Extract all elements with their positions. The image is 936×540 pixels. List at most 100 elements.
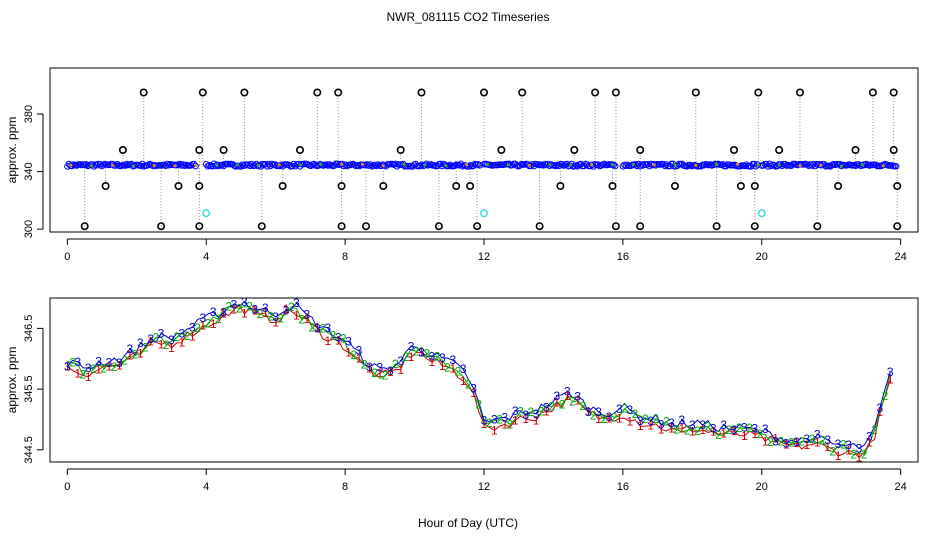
top-baseline-point bbox=[343, 162, 351, 170]
top-baseline-point bbox=[246, 162, 254, 170]
bottom-y-tick-label: 345.5 bbox=[23, 375, 35, 403]
bottom-series-3-label: 3 bbox=[543, 401, 550, 415]
bottom-series-3-label: 3 bbox=[668, 416, 675, 430]
bottom-series-3-line bbox=[67, 301, 891, 450]
bottom-series-2-label: 2 bbox=[236, 301, 243, 315]
bottom-series-2-label: 2 bbox=[309, 321, 316, 335]
top-baseline-point bbox=[767, 162, 775, 170]
top-flag-point bbox=[485, 163, 490, 167]
top-baseline-point bbox=[456, 161, 463, 169]
bottom-series-2-label: 2 bbox=[496, 412, 503, 426]
bottom-series-3-label: 3 bbox=[366, 360, 373, 374]
bottom-series-2-label: 2 bbox=[850, 448, 857, 462]
top-baseline-point bbox=[555, 162, 563, 170]
top-flag-point bbox=[610, 163, 615, 167]
bottom-series-lines bbox=[67, 301, 891, 459]
bottom-series-3-label: 3 bbox=[199, 311, 206, 325]
top-flag-point bbox=[735, 162, 740, 166]
top-baseline-point bbox=[164, 160, 171, 168]
top-baseline-point bbox=[806, 161, 814, 168]
bottom-series-2-label: 2 bbox=[548, 400, 555, 414]
top-spike-high-point bbox=[795, 88, 804, 97]
bottom-series-1-label: 1 bbox=[658, 422, 665, 436]
bottom-series-2-label: 2 bbox=[121, 353, 128, 367]
bottom-series-1-label: 1 bbox=[856, 450, 863, 464]
bottom-series-2-label: 2 bbox=[434, 349, 441, 363]
top-baseline-point bbox=[619, 163, 627, 170]
bottom-series-1-label: 1 bbox=[793, 436, 800, 450]
bottom-series-2-label: 2 bbox=[465, 377, 472, 391]
bottom-series-2-label: 2 bbox=[767, 435, 774, 449]
top-flag-point bbox=[527, 163, 531, 167]
top-spike-high-point bbox=[868, 88, 877, 97]
top-baseline-point bbox=[93, 161, 101, 169]
bottom-series-1-label: 1 bbox=[647, 419, 654, 433]
top-baseline-point bbox=[683, 163, 691, 170]
top-flag-point bbox=[652, 163, 656, 167]
top-baseline-point bbox=[781, 161, 789, 168]
bottom-series-2-label: 2 bbox=[725, 423, 732, 437]
bottom-series-2-label: 2 bbox=[475, 398, 482, 412]
top-baseline-point bbox=[121, 162, 129, 169]
top-floor-point bbox=[813, 222, 822, 231]
top-baseline-point bbox=[771, 162, 778, 169]
bottom-series-1-label: 1 bbox=[314, 320, 321, 334]
bottom-series-3-label: 3 bbox=[856, 442, 863, 456]
bottom-series-1-label: 1 bbox=[137, 347, 144, 361]
bottom-series-3-label: 3 bbox=[429, 349, 436, 363]
top-baseline-point bbox=[323, 161, 330, 168]
top-flag-point bbox=[819, 163, 823, 167]
bottom-series-1-label: 1 bbox=[199, 319, 206, 333]
bottom-y-axis-label: approx. ppm bbox=[5, 347, 19, 414]
top-baseline-point bbox=[374, 161, 382, 168]
bottom-series-1-label: 1 bbox=[668, 421, 675, 435]
top-spike-low-point bbox=[556, 182, 565, 191]
top-baseline-point bbox=[566, 162, 574, 169]
bottom-series-3-label: 3 bbox=[314, 321, 321, 335]
bottom-series-3-label: 3 bbox=[574, 390, 581, 404]
bottom-series-3-label: 3 bbox=[720, 418, 727, 432]
bottom-series-1-label: 1 bbox=[251, 303, 258, 317]
bottom-series-2-label: 2 bbox=[413, 344, 420, 358]
top-baseline-point bbox=[741, 162, 749, 170]
top-floor-point bbox=[712, 222, 721, 231]
top-spike-low-point bbox=[736, 182, 745, 191]
bottom-series-2-label: 2 bbox=[673, 423, 680, 437]
bottom-series-1-label: 1 bbox=[845, 443, 852, 457]
bottom-series-1-label: 1 bbox=[345, 345, 352, 359]
top-baseline-point bbox=[476, 162, 484, 169]
bottom-series-3-label: 3 bbox=[231, 297, 238, 311]
top-spike-low-point bbox=[608, 182, 617, 191]
bottom-series-3-label: 3 bbox=[179, 327, 186, 341]
bottom-series-3-label: 3 bbox=[522, 408, 529, 422]
top-baseline-point bbox=[803, 161, 811, 168]
bottom-series-1-label: 1 bbox=[731, 424, 738, 438]
bottom-series-3-label: 3 bbox=[64, 359, 71, 373]
bottom-series-3-label: 3 bbox=[876, 401, 883, 415]
bottom-series-3-label: 3 bbox=[554, 389, 561, 403]
bottom-series-2-label: 2 bbox=[590, 409, 597, 423]
bottom-plot-frame bbox=[49, 297, 919, 463]
top-floor-point bbox=[195, 222, 204, 231]
bottom-series-3-label: 3 bbox=[793, 435, 800, 449]
top-baseline-point bbox=[267, 162, 274, 170]
bottom-series-3-label: 3 bbox=[762, 422, 769, 436]
bottom-series-1-label: 1 bbox=[533, 414, 540, 428]
bottom-series-2-label: 2 bbox=[205, 317, 212, 331]
bottom-series-3-label: 3 bbox=[158, 327, 165, 341]
bottom-series-2-label: 2 bbox=[486, 416, 493, 430]
bottom-series-1-label: 1 bbox=[751, 427, 758, 441]
top-baseline-point bbox=[686, 161, 694, 169]
bottom-series-3-label: 3 bbox=[772, 434, 779, 448]
bottom-series-3-label: 3 bbox=[460, 362, 467, 376]
bottom-series-3-label: 3 bbox=[533, 407, 540, 421]
top-axes: 0 4 8 12 16 20 24 300 340 380 bbox=[23, 105, 907, 263]
bottom-series-1-label: 1 bbox=[397, 363, 404, 377]
bottom-series-2-label: 2 bbox=[100, 362, 107, 376]
top-baseline-point bbox=[558, 161, 566, 168]
top-baseline-point bbox=[381, 162, 388, 169]
top-baseline-point bbox=[601, 160, 608, 168]
bottom-series-1-label: 1 bbox=[460, 374, 467, 388]
bottom-series-1-label: 1 bbox=[741, 429, 748, 443]
top-baseline-point bbox=[465, 163, 473, 170]
